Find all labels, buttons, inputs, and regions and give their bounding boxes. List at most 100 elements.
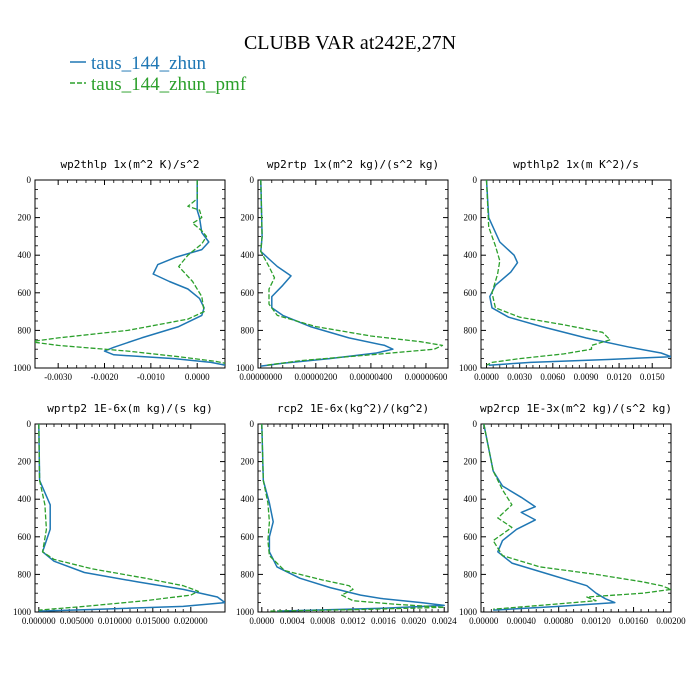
y-tick-label: 800 [241,325,255,335]
y-tick-label: 400 [464,494,478,504]
y-tick-label: 800 [18,569,32,579]
series-line-5-0 [483,424,616,611]
series-line-4-1 [261,424,445,612]
y-tick-label: 200 [464,457,478,467]
x-tick-label: 0.00000 [469,616,499,626]
x-tick-label: -0.0010 [137,372,165,382]
series-line-5-1 [483,424,671,610]
x-tick-label: 0.0004 [280,616,305,626]
x-tick-label: 0.00000600 [405,372,448,382]
x-tick-label: 0.00000000 [239,372,282,382]
y-tick-label: 0 [27,419,32,429]
plot-frame-5 [480,423,672,613]
plot-frame-4 [257,423,449,613]
x-tick-label: 0.015000 [136,616,170,626]
panels: wp2thlp 1x(m^2 K)/s^2 0 200 400 600 800 1000 -0… [13,158,686,626]
y-tick-label: 1000 [236,363,255,373]
x-tick-label: 0.00040 [507,616,537,626]
x-tick-label: 0.00120 [581,616,611,626]
panel-2: wpthlp2 1x(m K^2)/s020040060080010000.00… [459,158,672,382]
figure-title: CLUBB VAR at242E,27N [244,32,456,54]
panel-4: rcp2 1E-6x(kg^2)/(kg^2) 0 200 400 600 800 1000… [236,402,457,626]
y-tick-label: 600 [464,532,478,542]
y-tick-label: 400 [18,250,32,260]
panel-5: wp2rcp 1E-3x(m^2 kg)/(s^2 kg)0 200 400 600 8… [459,402,686,626]
y-tick-label: 0 [250,419,255,429]
y-tick-label: 200 [18,213,32,223]
y-tick-label: 600 [18,288,32,298]
y-tick-label: 0 [473,419,478,429]
series-line-2-1 [485,180,611,366]
series-line-0-1 [35,180,225,364]
panel-title-1: wp2rtp 1x(m^2 kg)/(s^2 kg) [267,158,439,171]
x-tick-label: 0.010000 [98,616,132,626]
series-line-3-0 [38,424,225,612]
x-tick-label: 0.0000 [474,372,499,382]
series-line-1-1 [260,180,444,366]
x-tick-label: 0.0000 [185,372,210,382]
panel-title-2: wpthlp2 1x(m K^2)/s [513,158,639,171]
panel-3: wprtp2 1E-6x(m kg)/(s kg) 0 200 400 600 800 10… [13,402,226,626]
x-tick-label: -0.0030 [44,372,72,382]
y-tick-label: 600 [241,532,255,542]
y-tick-label: 0 [27,175,32,185]
x-tick-label: 0.0020 [401,616,426,626]
y-tick-label: 800 [241,569,255,579]
y-tick-label: 1000 [236,607,255,617]
y-tick-label: 200 [18,457,32,467]
series-line-4-0 [261,424,445,612]
y-tick-label: 600 [241,288,255,298]
panel-title-4: rcp2 1E-6x(kg^2)/(kg^2) [277,402,429,415]
legend: taus_144_zhun taus_144_zhun_pmf [70,53,247,95]
x-tick-label: 0.00160 [619,616,649,626]
x-tick-label: 0.0008 [310,616,335,626]
y-tick-label: 800 [464,569,478,579]
y-tick-label: 1000 [459,607,478,617]
y-tick-label: 400 [241,250,255,260]
y-tick-label: 400 [18,494,32,504]
y-tick-label: 0 [250,175,255,185]
x-tick-label: 0.0030 [507,372,532,382]
x-tick-label: 0.0150 [640,372,665,382]
y-tick-label: 200 [241,213,255,223]
x-tick-label: -0.0020 [91,372,119,382]
y-tick-label: 400 [241,494,255,504]
y-tick-label: 200 [464,213,478,223]
x-tick-label: 0.0060 [540,372,565,382]
x-tick-label: 0.00080 [544,616,574,626]
legend-label-0: taus_144_zhun [91,53,207,74]
plot-frame-1 [257,179,449,369]
y-tick-label: 1000 [13,363,32,373]
x-tick-label: 0.0000 [249,616,274,626]
plot-frame-3 [34,423,226,613]
y-tick-label: 800 [464,325,478,335]
y-tick-label: 200 [241,457,255,467]
x-tick-label: 0.0090 [574,372,599,382]
x-tick-label: 0.0016 [371,616,396,626]
series-line-3-1 [38,424,200,611]
panel-1: wp2rtp 1x(m^2 kg)/(s^2 kg) 0 200 400 600 800 1… [236,158,449,382]
series-line-2-0 [485,180,671,366]
x-tick-label: 0.0120 [607,372,632,382]
x-tick-label: 0.020000 [174,616,208,626]
panel-0: wp2thlp 1x(m^2 K)/s^2 0 200 400 600 800 1000 -0… [13,158,226,382]
x-tick-label: 0.005000 [60,616,94,626]
y-tick-label: 1000 [13,607,32,617]
x-tick-label: 0.00000200 [294,372,337,382]
y-tick-label: 400 [464,250,478,260]
x-tick-label: 0.0024 [432,616,457,626]
panel-title-0: wp2thlp 1x(m^2 K)/s^2 [60,158,199,171]
y-tick-label: 0 [473,175,478,185]
y-tick-label: 800 [18,325,32,335]
y-tick-label: 600 [18,532,32,542]
panel-title-3: wprtp2 1E-6x(m kg)/(s kg) [47,402,213,415]
x-tick-label: 0.000000 [22,616,56,626]
x-tick-label: 0.00200 [656,616,686,626]
series-line-0-0 [103,180,225,366]
x-tick-label: 0.00000400 [350,372,393,382]
y-tick-label: 600 [464,288,478,298]
y-tick-label: 1000 [459,363,478,373]
x-tick-label: 0.0012 [341,616,366,626]
legend-label-1: taus_144_zhun_pmf [91,74,247,95]
